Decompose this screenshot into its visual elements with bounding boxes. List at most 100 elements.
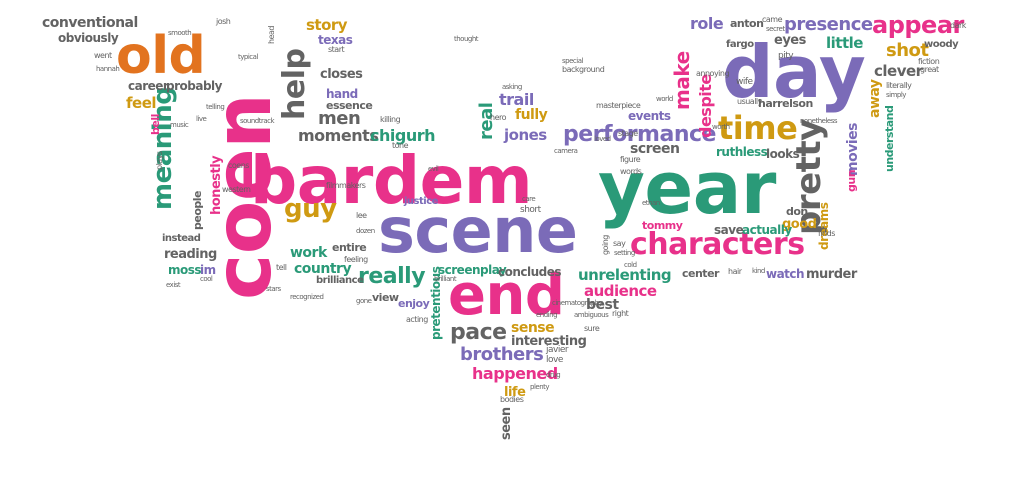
cloud-word-actually: actually (742, 223, 792, 237)
cloud-word-day: day (722, 30, 866, 114)
cloud-word-finds: finds (818, 229, 835, 238)
cloud-word-moss: moss (168, 263, 202, 277)
cloud-word-care: care (522, 195, 536, 203)
cloud-word-best: best (586, 297, 619, 313)
cloud-word-tell: tell (276, 263, 287, 272)
cloud-word-wife: wife (736, 77, 753, 87)
cloud-word-harrelson: harrelson (758, 97, 813, 110)
cloud-word-texas: texas (318, 33, 353, 47)
cloud-word-hero: hero (490, 113, 507, 122)
cloud-word-short: short (520, 205, 541, 215)
cloud-word-men: men (318, 108, 361, 129)
cloud-word-dreams: dreams (817, 202, 831, 250)
cloud-word-fully: fully (515, 107, 548, 123)
cloud-word-presence: presence (784, 14, 873, 35)
cloud-word-sense: sense (511, 320, 555, 336)
cloud-word-reading: reading (164, 247, 217, 262)
cloud-word-probably: probably (166, 79, 222, 93)
cloud-word-lee: lee (356, 211, 367, 220)
cloud-word-shot: shot (886, 40, 929, 61)
cloud-word-music: music (170, 121, 189, 129)
cloud-word-typical: typical (238, 53, 258, 61)
cloud-word-kind: kind (752, 267, 765, 275)
cloud-word-josh: josh (216, 17, 231, 26)
cloud-word-western: western (222, 185, 251, 194)
cloud-word-closes: closes (320, 67, 363, 82)
cloud-word-asking: asking (502, 83, 522, 91)
cloud-word-dark: dark (950, 21, 966, 30)
cloud-word-instead: instead (162, 233, 201, 244)
cloud-word-happened: happened (472, 364, 558, 383)
cloud-word-nonetheless: nonetheless (800, 117, 838, 125)
cloud-word-brilliant: brilliant (434, 275, 457, 283)
cloud-word-simply: simply (886, 91, 906, 99)
cloud-word-end: end (448, 263, 565, 328)
cloud-word-ambiguous: ambiguous (574, 311, 609, 319)
cloud-word-screen: screen (630, 141, 680, 157)
cloud-word-country: country (294, 261, 352, 277)
cloud-word-camera: camera (554, 147, 578, 155)
cloud-word-interesting: interesting (511, 334, 587, 349)
cloud-word-feel: feel (126, 94, 157, 112)
cloud-word-world: world (656, 95, 673, 103)
cloud-word-view: view (372, 291, 399, 304)
cloud-word-moments: moments (298, 126, 379, 145)
cloud-word-pace: pace (450, 320, 507, 345)
cloud-word-cool: cool (200, 275, 213, 283)
cloud-word-brilliance: brilliance (316, 275, 364, 286)
cloud-word-love: love (546, 355, 563, 365)
cloud-word-work: work (290, 245, 327, 261)
cloud-word-killing: killing (380, 115, 401, 124)
cloud-word-say: say (613, 239, 626, 248)
cloud-word-head: head (267, 26, 276, 44)
cloud-word-worth: worth (712, 123, 730, 131)
cloud-word-hair: hair (728, 267, 742, 276)
cloud-word-ending: ending (536, 311, 558, 319)
cloud-word-bodies: bodies (500, 395, 524, 404)
cloud-word-pity: pity (778, 51, 794, 61)
cloud-word-fiction: fiction (918, 57, 940, 66)
cloud-word-coens: coens (228, 161, 249, 170)
cloud-word-unrelenting: unrelenting (578, 266, 672, 284)
cloud-word-right: right (612, 309, 629, 318)
cloud-word-gone: gone (356, 297, 372, 305)
cloud-word-gun: gun (845, 169, 858, 192)
cloud-word-entire: entire (332, 241, 367, 254)
cloud-word-ruthless: ruthless (716, 145, 768, 159)
cloud-word-tone: tone (392, 141, 409, 150)
cloud-word-tommy: tommy (642, 219, 683, 232)
cloud-word-stage: stage (618, 129, 638, 138)
cloud-word-plays: plays (155, 151, 164, 170)
cloud-word-screenplay: screenplay (438, 263, 507, 277)
cloud-word-help: help (277, 48, 312, 120)
cloud-word-smooth: smooth (168, 29, 192, 37)
cloud-word-jones: jones (504, 126, 547, 144)
cloud-word-movies: movies (845, 123, 861, 176)
cloud-word-special: special (562, 57, 583, 65)
cloud-word-acting: acting (406, 315, 428, 324)
cloud-word-old: old (116, 26, 206, 86)
cloud-word-filmmakers: filmmakers (326, 181, 366, 190)
cloud-word-center: center (682, 267, 719, 280)
cloud-word-loved: loved (594, 135, 611, 143)
cloud-word-came: came (762, 15, 783, 24)
cloud-word-cinematography: cinematography (552, 299, 603, 307)
cloud-word-year: year (598, 146, 776, 230)
cloud-word-soundtrack: soundtrack (240, 117, 275, 125)
cloud-word-sure: sure (584, 324, 600, 333)
cloud-word-eyes: eyes (774, 33, 806, 48)
cloud-word-audience: audience (584, 282, 657, 300)
cloud-word-justice: justice (404, 196, 438, 207)
cloud-word-woody: woody (924, 39, 959, 50)
cloud-word-looks: looks (766, 147, 800, 161)
cloud-word-people: people (191, 191, 204, 230)
cloud-word-exist: exist (166, 281, 181, 289)
cloud-word-ethan: ethan (642, 199, 660, 207)
cloud-word-dozen: dozen (356, 227, 375, 235)
cloud-word-characters: characters (630, 227, 805, 262)
cloud-word-little: little (826, 34, 863, 52)
cloud-word-clever: clever (874, 62, 923, 80)
cloud-word-life: life (504, 385, 526, 400)
cloud-word-recognized: recognized (290, 293, 324, 301)
